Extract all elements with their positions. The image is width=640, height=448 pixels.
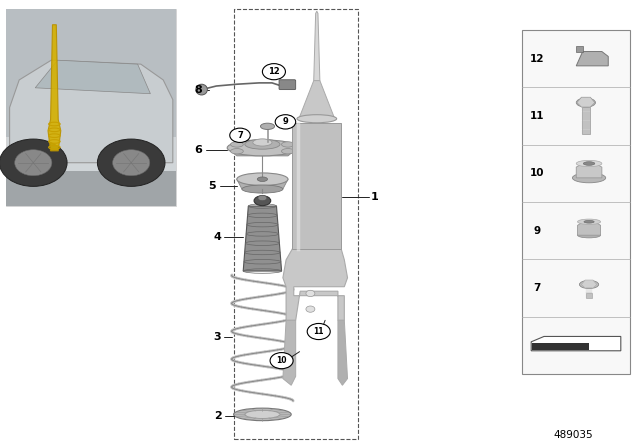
Ellipse shape <box>253 139 272 146</box>
Circle shape <box>270 353 293 369</box>
Text: 7: 7 <box>237 131 243 140</box>
Ellipse shape <box>577 233 600 238</box>
Polygon shape <box>243 206 282 271</box>
Text: 10: 10 <box>530 168 544 178</box>
Text: 3: 3 <box>214 332 221 342</box>
Polygon shape <box>576 52 608 66</box>
Ellipse shape <box>260 123 275 129</box>
Bar <box>582 107 589 134</box>
Ellipse shape <box>196 84 207 95</box>
Ellipse shape <box>297 115 337 123</box>
Bar <box>234 9 358 439</box>
Ellipse shape <box>230 149 243 154</box>
Ellipse shape <box>227 140 298 156</box>
Ellipse shape <box>576 98 595 107</box>
Polygon shape <box>10 60 173 163</box>
Bar <box>522 30 630 374</box>
Text: 9: 9 <box>283 117 288 126</box>
Circle shape <box>230 128 250 142</box>
Bar <box>532 343 589 350</box>
Ellipse shape <box>282 142 294 147</box>
Ellipse shape <box>572 173 605 183</box>
Polygon shape <box>237 179 288 189</box>
Text: 4: 4 <box>214 233 221 242</box>
Text: 12: 12 <box>530 54 544 64</box>
Text: 2: 2 <box>214 411 221 421</box>
Text: 12: 12 <box>268 67 280 76</box>
Circle shape <box>97 139 165 186</box>
Polygon shape <box>299 81 335 119</box>
Polygon shape <box>283 249 348 320</box>
Polygon shape <box>338 320 348 385</box>
Circle shape <box>262 64 285 80</box>
Polygon shape <box>531 336 621 351</box>
Ellipse shape <box>244 410 280 418</box>
Text: 9: 9 <box>533 226 541 236</box>
Text: 10: 10 <box>276 356 287 365</box>
Circle shape <box>0 139 67 186</box>
Text: 1: 1 <box>371 192 378 202</box>
Ellipse shape <box>584 220 594 223</box>
Polygon shape <box>577 97 595 107</box>
Circle shape <box>275 115 296 129</box>
Ellipse shape <box>244 139 280 149</box>
Polygon shape <box>292 123 341 249</box>
Polygon shape <box>576 46 582 52</box>
Circle shape <box>306 290 315 297</box>
Text: 489035: 489035 <box>553 430 593 439</box>
Ellipse shape <box>237 173 288 185</box>
Polygon shape <box>283 320 296 385</box>
Ellipse shape <box>579 280 598 289</box>
Bar <box>6 9 176 137</box>
Text: 6: 6 <box>195 145 202 155</box>
Text: 11: 11 <box>314 327 324 336</box>
Ellipse shape <box>254 196 271 206</box>
Ellipse shape <box>577 219 600 224</box>
Circle shape <box>15 150 52 176</box>
Circle shape <box>307 323 330 340</box>
Polygon shape <box>314 11 320 81</box>
Circle shape <box>113 150 150 176</box>
Text: 5: 5 <box>209 181 216 191</box>
Polygon shape <box>35 60 150 94</box>
FancyBboxPatch shape <box>279 80 296 90</box>
Bar <box>586 293 592 298</box>
Ellipse shape <box>242 185 283 193</box>
Text: 11: 11 <box>530 111 544 121</box>
Ellipse shape <box>230 142 243 147</box>
Circle shape <box>306 306 315 312</box>
Text: 8: 8 <box>195 85 202 95</box>
Bar <box>6 9 176 206</box>
Polygon shape <box>581 280 596 288</box>
Polygon shape <box>577 222 600 235</box>
Ellipse shape <box>234 408 291 421</box>
Polygon shape <box>576 164 602 178</box>
Ellipse shape <box>576 160 602 167</box>
Ellipse shape <box>258 195 267 201</box>
Ellipse shape <box>583 162 595 165</box>
Text: 7: 7 <box>533 283 541 293</box>
Ellipse shape <box>282 149 294 154</box>
Polygon shape <box>48 25 61 151</box>
Polygon shape <box>227 148 298 156</box>
Bar <box>6 171 176 206</box>
Ellipse shape <box>257 177 268 181</box>
